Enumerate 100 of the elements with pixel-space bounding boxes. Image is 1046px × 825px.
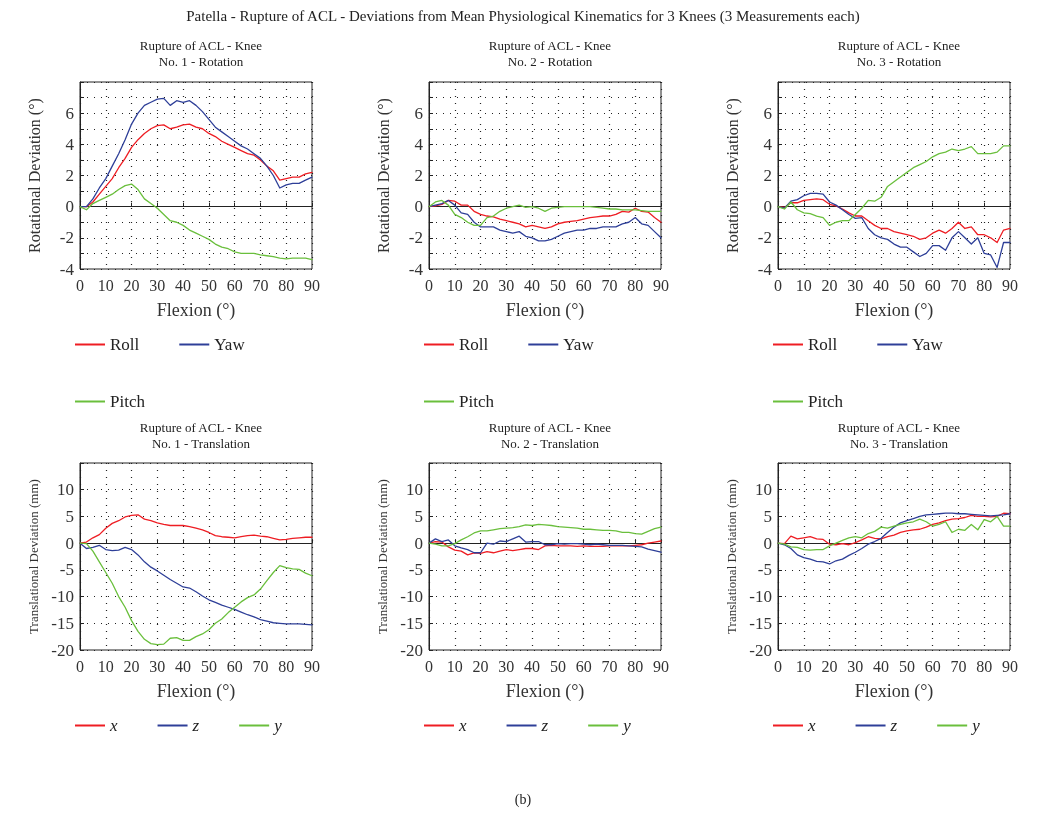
y-tick-label: 10 [755,480,772,500]
text: Patella - Rupture of ACL - Deviations from Mean Physiological Kinematics for 3 Knees (3 Measurements each) [185,8,861,25]
y-tick-label: -20 [51,640,74,660]
x-tick-label: 60 [924,276,941,294]
legend-label: Pitch [808,392,844,411]
y-tick-label: 5 [65,506,74,526]
x-tick-label: 70 [252,657,269,675]
chart-title: Rupture of ACL - Knee No. 1 - Rotation [139,37,263,69]
x-tick-label: 20 [821,276,838,294]
legend-label: z [191,716,200,735]
legend-label: Yaw [214,335,246,354]
y-axis-title: Rotational Deviation (°) [723,98,742,253]
y-tick-label: 0 [763,197,772,217]
y-tick-label: 4 [414,134,424,154]
x-tick-label: 50 [200,276,217,294]
y-tick-label: 0 [414,533,423,553]
text: (b) [513,792,533,808]
x-tick-label: 50 [898,657,915,675]
legend-label: y [272,716,283,735]
legend-label: x [807,716,816,735]
x-tick-label: 90 [304,657,320,675]
y-tick-label: 5 [414,506,423,526]
y-tick-label: -2 [408,228,423,248]
y-tick-label: 10 [406,480,423,500]
y-tick-label: -15 [749,613,772,633]
y-axis-title: Translational Deviation (mm) [26,479,42,634]
legend-label: z [889,716,898,735]
line-series [777,198,1011,244]
x-tick-label: 40 [524,276,541,294]
x-tick-label: 10 [795,657,812,675]
legend-label: Roll [110,335,140,354]
x-tick-label: 10 [795,276,812,294]
legend-label: y [621,716,632,735]
x-tick-label: 30 [498,657,515,675]
x-tick-label: 30 [149,276,166,294]
x-tick-label: 70 [950,276,967,294]
y-tick-label: 6 [65,103,74,123]
x-axis-title: Flexion (°) [854,681,934,702]
x-tick-label: 30 [498,276,515,294]
line-series [777,145,1011,227]
x-axis-title: Flexion (°) [505,681,585,702]
y-tick-label: 4 [65,134,75,154]
y-tick-label: 0 [414,197,423,217]
x-axis-title: Flexion (°) [156,681,236,702]
legend-label: x [458,716,467,735]
x-tick-label: 50 [549,276,566,294]
x-tick-label: 50 [200,657,217,675]
x-tick-label: 30 [847,276,864,294]
x-axis-title: Flexion (°) [505,300,585,321]
y-tick-label: -5 [757,560,772,580]
x-tick-label: 10 [97,657,114,675]
x-tick-label: 80 [976,657,993,675]
x-tick-label: 60 [226,276,243,294]
y-tick-label: -2 [59,228,74,248]
chart-title: Rupture of ACL - Knee No. 1 - Translation [139,419,263,451]
x-tick-label: 70 [252,276,269,294]
y-tick-label: -4 [408,259,424,279]
x-tick-label: 10 [97,276,114,294]
y-tick-label: 6 [414,103,423,123]
x-tick-label: 20 [123,276,140,294]
y-tick-label: -15 [400,613,423,633]
x-tick-label: 40 [175,657,192,675]
x-tick-label: 80 [627,657,644,675]
legend-label: Roll [808,335,838,354]
y-tick-label: 2 [65,166,74,185]
y-tick-label: -10 [51,587,74,607]
y-tick-label: -4 [757,259,773,279]
y-tick-label: 0 [65,533,74,553]
x-axis-title: Flexion (°) [854,300,934,321]
x-tick-label: 60 [575,276,592,294]
line-series [79,542,313,646]
y-tick-label: 4 [763,134,773,154]
x-tick-label: 40 [873,276,890,294]
x-tick-label: 20 [472,657,489,675]
y-tick-label: 6 [763,103,772,123]
y-tick-label: -10 [749,587,772,607]
x-tick-label: 90 [1002,276,1018,294]
x-tick-label: 40 [175,276,192,294]
y-tick-label: -4 [59,259,75,279]
y-tick-label: 5 [763,506,772,526]
x-tick-label: 10 [446,657,463,675]
line-series [428,535,662,554]
y-tick-label: -2 [757,228,772,248]
line-series [79,97,313,208]
y-tick-label: -20 [749,640,772,660]
x-tick-label: 80 [627,276,644,294]
x-tick-label: 90 [1002,657,1018,675]
y-tick-label: 2 [763,166,772,185]
x-tick-label: 30 [149,657,166,675]
legend-label: Pitch [459,392,495,411]
legend-label: z [540,716,549,735]
y-tick-label: -10 [400,587,423,607]
x-tick-label: 60 [575,657,592,675]
chart-title: Rupture of ACL - Knee No. 3 - Translation [837,419,961,451]
y-tick-label: 10 [57,480,74,500]
line-series [79,514,313,544]
x-tick-label: 70 [601,276,618,294]
x-tick-label: 60 [924,657,941,675]
legend-label: x [109,716,118,735]
x-tick-label: 80 [278,657,295,675]
